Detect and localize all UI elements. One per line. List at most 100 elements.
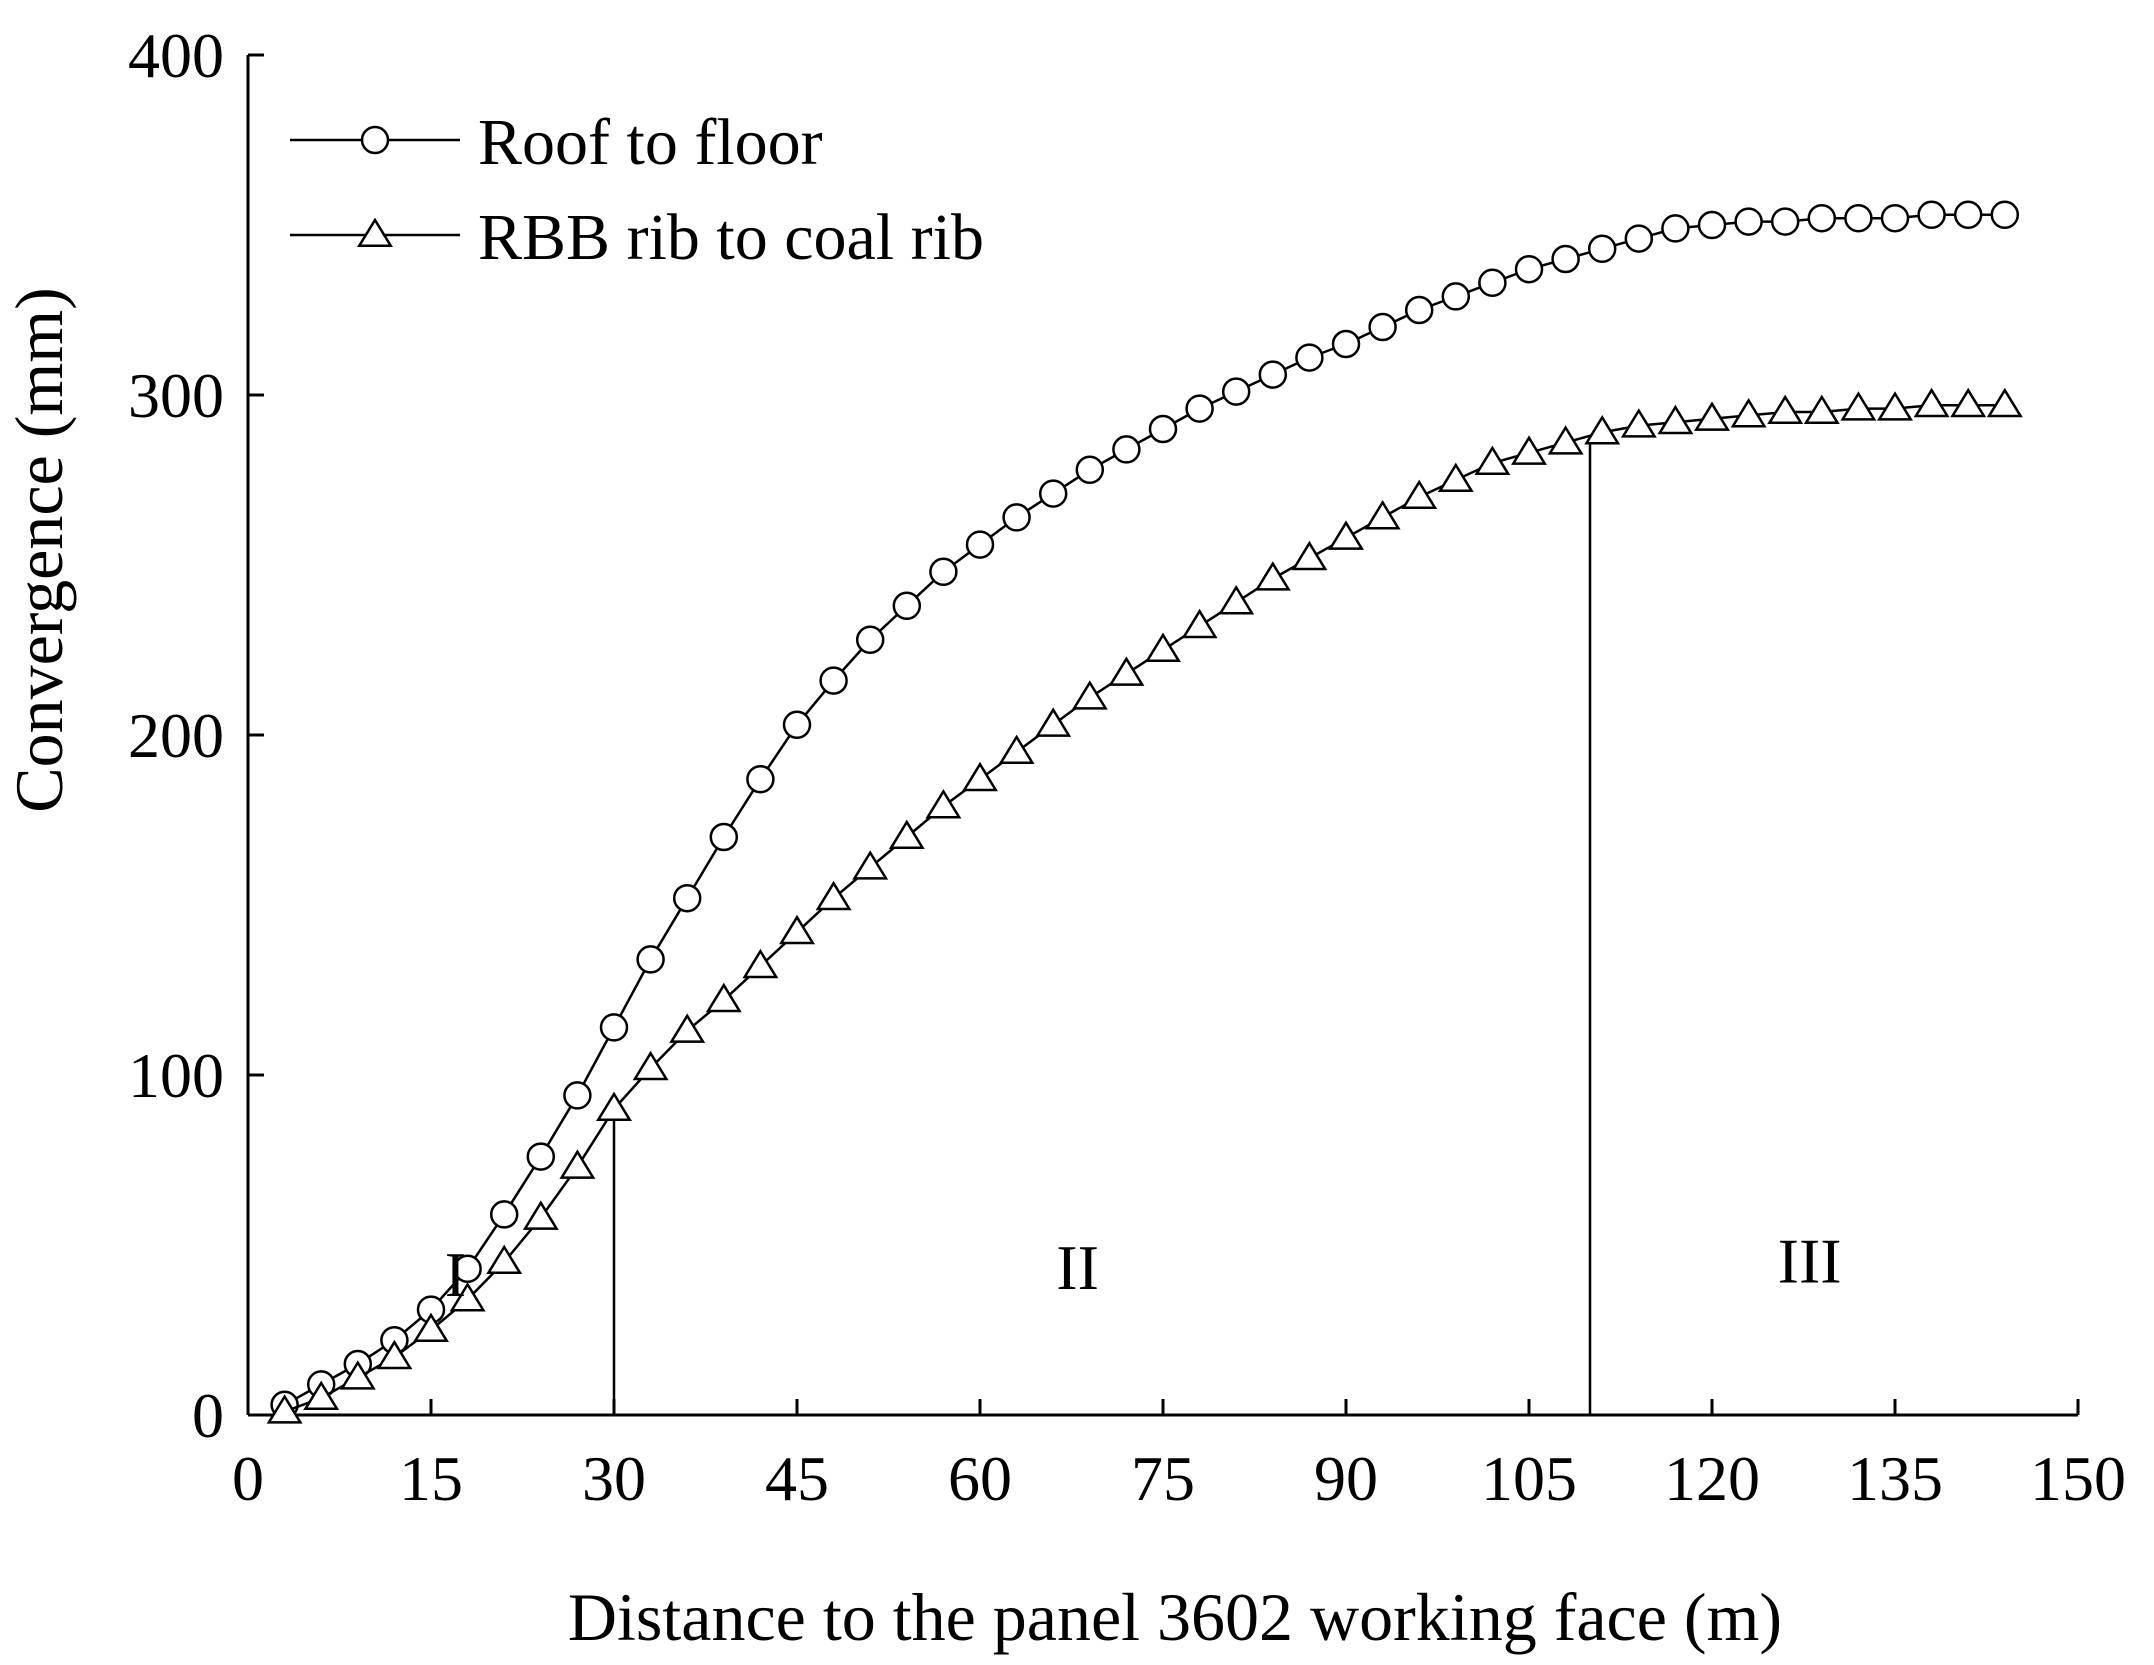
series-rbb-rib-to-coal-rib	[266, 387, 2023, 1424]
x-tick-label: 150	[2030, 1443, 2126, 1514]
data-point	[1075, 455, 1105, 485]
legend-item: RBB rib to coal rib	[290, 201, 984, 274]
data-point	[1185, 394, 1214, 423]
y-tick-label: 400	[128, 20, 224, 91]
x-tick-label: 105	[1481, 1443, 1577, 1514]
data-point	[1038, 479, 1068, 508]
data-point	[489, 1200, 519, 1229]
x-tick-label: 60	[948, 1443, 1012, 1514]
data-point	[1401, 479, 1438, 510]
data-point	[1181, 608, 1218, 639]
data-point	[1035, 707, 1072, 737]
x-tick-label: 45	[765, 1443, 829, 1514]
data-point	[1221, 377, 1251, 406]
y-axis-title: Convergence (mm)	[1, 287, 77, 813]
data-point	[1551, 244, 1580, 274]
data-point	[1364, 500, 1401, 530]
data-point	[1620, 408, 1657, 438]
x-tick-label: 135	[1847, 1443, 1943, 1514]
data-point	[1734, 207, 1763, 236]
data-point	[998, 734, 1035, 765]
data-point	[413, 1312, 449, 1343]
data-point	[709, 822, 739, 852]
data-point	[1547, 425, 1584, 455]
data-point	[888, 819, 925, 850]
region-label: III	[1778, 1225, 1842, 1296]
data-point	[1145, 632, 1181, 663]
data-point	[1986, 387, 2023, 418]
legend-label: Roof to floor	[478, 106, 823, 179]
data-point	[1880, 203, 1910, 233]
y-tick-label: 200	[128, 700, 224, 771]
data-point	[782, 710, 812, 740]
data-point	[1218, 585, 1255, 615]
data-point	[632, 1050, 669, 1081]
data-point	[1112, 435, 1141, 464]
data-point	[1770, 207, 1800, 236]
data-point	[1437, 462, 1474, 493]
data-point	[339, 1360, 376, 1390]
data-point	[672, 883, 702, 913]
series-group	[266, 200, 2023, 1424]
data-point	[563, 1081, 592, 1110]
y-tick-label: 100	[128, 1040, 224, 1111]
data-point	[1844, 203, 1873, 233]
data-point	[1803, 394, 1840, 425]
data-point	[449, 1282, 486, 1312]
data-point	[819, 666, 848, 695]
data-point	[779, 914, 815, 945]
data-point	[526, 1142, 556, 1171]
legend-triangle-marker	[357, 217, 393, 248]
data-point	[596, 1091, 632, 1122]
data-point	[1404, 295, 1434, 325]
data-point	[1368, 312, 1397, 342]
data-point	[965, 530, 995, 559]
data-point	[925, 789, 962, 819]
data-point	[1254, 561, 1291, 591]
data-point	[746, 764, 775, 794]
x-tick-label: 0	[232, 1443, 264, 1514]
x-tick-label: 90	[1314, 1443, 1378, 1514]
data-point	[1441, 282, 1471, 311]
data-point	[1514, 254, 1544, 284]
data-point	[1953, 200, 1983, 230]
data-point	[929, 557, 958, 587]
data-point	[1474, 445, 1511, 476]
data-point	[892, 591, 922, 621]
x-axis-title: Distance to the panel 3602 working face …	[568, 1579, 1782, 1655]
data-point	[1478, 268, 1507, 298]
region-labels: I II III	[445, 1225, 1842, 1310]
series-line	[284, 403, 2005, 1413]
data-point	[1913, 387, 1950, 418]
data-point	[1258, 360, 1288, 389]
data-point	[1071, 680, 1108, 710]
data-point	[1291, 540, 1328, 571]
legend: Roof to floor RBB rib to coal rib	[290, 106, 984, 274]
data-point	[962, 761, 998, 792]
data-point	[303, 1380, 340, 1411]
data-point	[1108, 656, 1145, 686]
data-point	[1694, 401, 1730, 431]
data-point	[1917, 200, 1946, 230]
data-point	[1840, 391, 1877, 421]
data-point	[1587, 234, 1617, 264]
region-dividers	[612, 435, 1592, 1415]
data-point	[669, 1013, 706, 1043]
legend-circle-marker	[360, 125, 390, 155]
data-point	[522, 1200, 559, 1230]
data-point	[1950, 387, 1987, 418]
data-point	[1877, 391, 1913, 421]
axes: 0 15 30 45 60 75 90 105 120 135 150 0 100 200 300 400	[128, 20, 2126, 1514]
data-point	[1328, 520, 1364, 550]
data-point	[636, 945, 665, 974]
data-point	[705, 982, 742, 1013]
legend-item: Roof to floor	[290, 106, 823, 179]
data-point	[1331, 329, 1361, 359]
data-point	[742, 948, 779, 979]
data-point	[1148, 414, 1178, 444]
data-point	[559, 1149, 596, 1179]
x-tick-label: 30	[582, 1443, 646, 1514]
data-point	[1697, 210, 1727, 240]
data-point	[599, 1013, 629, 1042]
